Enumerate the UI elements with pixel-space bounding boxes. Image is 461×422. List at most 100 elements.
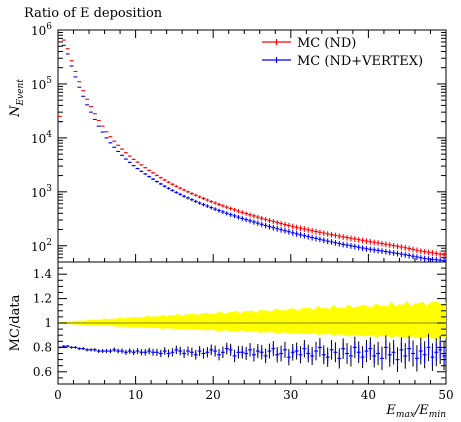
point-series-1 (411, 253, 415, 260)
point-series-0 (368, 239, 373, 245)
ratio-point (356, 341, 361, 364)
ratio-point (411, 340, 415, 367)
point-series-0 (411, 246, 415, 253)
point-series-1 (193, 199, 198, 204)
point-series-1 (356, 244, 361, 251)
ratio-point (302, 339, 307, 358)
top-y-tick-label-0: 102 (31, 238, 52, 254)
ratio-point (127, 348, 132, 354)
point-series-1 (236, 214, 241, 220)
ratio-point (73, 346, 78, 349)
point-series-1 (92, 118, 97, 120)
point-series-1 (426, 256, 431, 262)
top-y-axis-label: NEvent (8, 79, 26, 118)
point-series-1 (186, 196, 190, 200)
point-series-0 (112, 140, 117, 142)
top-y-tick-label-1: 103 (31, 184, 52, 200)
point-series-0 (321, 230, 326, 237)
ratio-point (213, 345, 218, 357)
ratio-point (155, 348, 159, 356)
ratio-point (224, 342, 229, 355)
point-series-1 (220, 209, 225, 215)
ratio-point (96, 349, 101, 353)
point-series-0 (108, 136, 113, 138)
point-series-1 (321, 237, 326, 244)
point-series-0 (151, 171, 155, 174)
ratio-point (151, 348, 155, 356)
point-series-0 (100, 125, 105, 127)
point-series-0 (438, 251, 443, 258)
point-series-1 (298, 232, 303, 238)
point-series-0 (182, 188, 187, 192)
point-series-0 (286, 222, 291, 229)
ratio-point (364, 339, 369, 363)
point-series-0 (228, 206, 233, 211)
point-series-0 (290, 223, 295, 230)
point-series-0 (123, 152, 128, 154)
point-series-0 (189, 192, 194, 195)
bottom-y-tick-label-3: 1.2 (33, 292, 52, 306)
ratio-point (399, 337, 404, 363)
top-series-layer (58, 39, 446, 262)
point-series-0 (391, 242, 396, 249)
point-series-0 (442, 252, 446, 258)
point-series-1 (139, 170, 144, 173)
point-series-0 (186, 190, 190, 194)
ratio-point (317, 338, 322, 357)
ratio-point (135, 348, 140, 355)
bottom-y-tick-label-1: 0.8 (33, 340, 52, 354)
point-series-0 (147, 169, 152, 172)
point-series-1 (147, 175, 152, 178)
ratio-point (271, 341, 276, 357)
point-series-1 (360, 245, 365, 251)
point-series-1 (131, 164, 136, 167)
point-series-0 (337, 233, 342, 240)
ratio-point (333, 342, 338, 363)
bottom-x-tick-label-1: 10 (128, 388, 143, 402)
point-series-1 (259, 221, 264, 228)
point-series-1 (58, 121, 62, 123)
point-series-1 (182, 194, 187, 198)
ratio-point (403, 343, 408, 369)
ratio-point (186, 346, 190, 356)
ratio-point (383, 335, 388, 360)
ratio-point (391, 340, 396, 365)
point-series-1 (240, 216, 245, 221)
ratio-point (325, 347, 330, 367)
point-series-0 (217, 202, 221, 207)
point-series-0 (306, 227, 311, 233)
point-series-0 (360, 237, 365, 244)
ratio-point (166, 349, 171, 358)
point-series-1 (116, 150, 121, 153)
bottom-x-tick-label-2: 20 (206, 388, 221, 402)
point-series-1 (209, 205, 214, 210)
point-series-0 (116, 144, 121, 146)
ratio-point (380, 346, 384, 371)
point-series-0 (271, 219, 276, 225)
point-series-1 (317, 236, 322, 243)
point-series-1 (290, 230, 295, 236)
point-series-1 (380, 248, 384, 254)
point-series-1 (120, 154, 124, 156)
ratio-point (349, 345, 353, 367)
point-series-0 (325, 231, 330, 237)
point-series-1 (414, 254, 419, 260)
ratio-point (345, 343, 349, 364)
point-series-1 (395, 250, 400, 257)
point-series-0 (430, 250, 435, 256)
point-series-0 (403, 245, 408, 251)
legend-label-mc-nd-vertex: MC (ND+VERTEX) (297, 54, 423, 69)
ratio-point (147, 347, 152, 355)
ratio-point (89, 348, 93, 352)
point-series-0 (135, 161, 140, 163)
ratio-point (248, 343, 252, 357)
point-series-1 (352, 243, 357, 250)
point-series-0 (275, 220, 280, 226)
point-series-0 (197, 195, 202, 199)
ratio-point (387, 342, 392, 367)
bottom-y-axis-label: MC/data (8, 294, 23, 351)
point-series-1 (178, 192, 183, 196)
point-series-1 (383, 248, 388, 255)
ratio-point (158, 349, 163, 358)
ratio-point (61, 345, 66, 348)
